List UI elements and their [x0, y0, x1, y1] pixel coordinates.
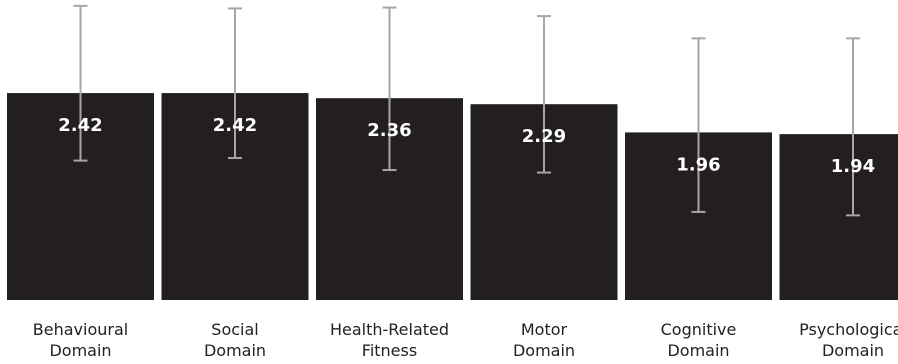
error-bar-3 [537, 15, 551, 174]
value-label-0: 2.42 [58, 115, 102, 136]
bars-layer [7, 93, 898, 300]
error-bar-0 [73, 4, 88, 162]
category-label-line: Motor [521, 320, 568, 339]
category-label-3: Motor Domain [513, 320, 575, 360]
category-label-line: Health-Related [330, 320, 449, 339]
error-bar-5 [846, 37, 860, 217]
category-label-1: Social Domain [204, 320, 266, 360]
category-label-line: Domain [513, 341, 575, 360]
category-label-line: Fitness [362, 341, 417, 360]
category-label-line: Psychological [799, 320, 898, 339]
category-label-5: Psychological Domain [799, 320, 898, 360]
value-label-2: 2.36 [367, 120, 411, 141]
category-label-line: Domain [822, 341, 884, 360]
category-label-4: Cognitive Domain [661, 320, 737, 360]
category-label-line: Cognitive [661, 320, 737, 339]
value-labels-layer: 2.42 2.42 2.36 2.29 1.96 1.94 [58, 115, 875, 177]
error-bar-2 [382, 6, 397, 172]
error-bar-4 [691, 37, 706, 213]
value-label-4: 1.96 [676, 154, 720, 175]
category-label-line: Domain [204, 341, 266, 360]
error-bars-layer [73, 4, 860, 217]
category-label-line: Domain [49, 341, 111, 360]
category-label-line: Social [211, 320, 258, 339]
bar-5 [779, 134, 898, 300]
category-label-line: Behavioural [33, 320, 128, 339]
category-labels-layer: Behavioural Domain Social Domain Health-Rela… [33, 320, 898, 360]
category-label-0: Behavioural Domain [33, 320, 128, 360]
value-label-1: 2.42 [213, 115, 257, 136]
value-label-5: 1.94 [831, 156, 875, 177]
category-label-2: Health-Related Fitness [330, 320, 449, 360]
error-bar-1 [228, 7, 242, 160]
category-label-line: Domain [667, 341, 729, 360]
value-label-3: 2.29 [522, 126, 566, 147]
